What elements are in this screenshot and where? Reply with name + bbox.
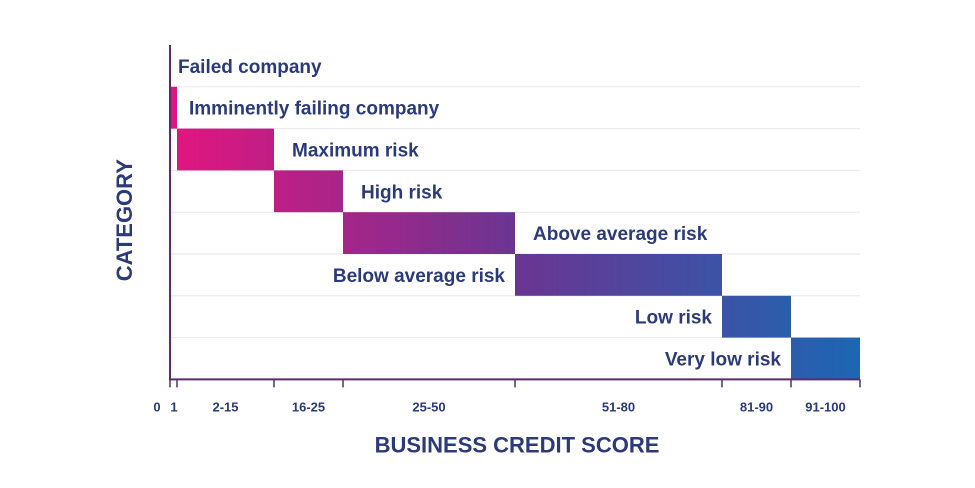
bar-high-risk [274,170,343,213]
x-tick-label: 2-15 [212,399,238,414]
y-axis-title: CATEGORY [112,159,137,282]
category-label: Below average risk [333,266,506,287]
category-label: Above average risk [533,224,708,245]
bar-imminently-failing-company [170,86,177,129]
bar-above-average-risk [343,212,515,254]
bar-below-average-risk [515,254,722,296]
category-label: Very low risk [665,350,782,371]
x-tick-label: 91-100 [805,399,845,414]
category-labels: Failed company Imminently failing company… [178,57,781,371]
x-ticks [169,379,861,388]
x-tick-label: 16-25 [292,399,325,414]
bar-low-risk [722,295,791,338]
x-tick-label: 1 [170,399,177,414]
category-label: Failed company [178,57,322,78]
x-tick-labels: 0 1 2-15 16-25 25-50 51-80 81-90 91-100 [153,399,845,414]
bar-maximum-risk [177,128,274,171]
bars [170,86,860,380]
x-axis-title: BUSINESS CREDIT SCORE [375,432,660,457]
x-tick-label: 81-90 [740,399,773,414]
bar-very-low-risk [791,337,860,380]
category-label: Maximum risk [292,141,419,162]
category-label: High risk [361,182,443,203]
x-tick-label: 25-50 [412,399,445,414]
x-tick-label: 51-80 [602,399,635,414]
category-label: Low risk [635,308,713,329]
x-tick-label: 0 [153,399,160,414]
category-label: Imminently failing company [189,99,440,120]
